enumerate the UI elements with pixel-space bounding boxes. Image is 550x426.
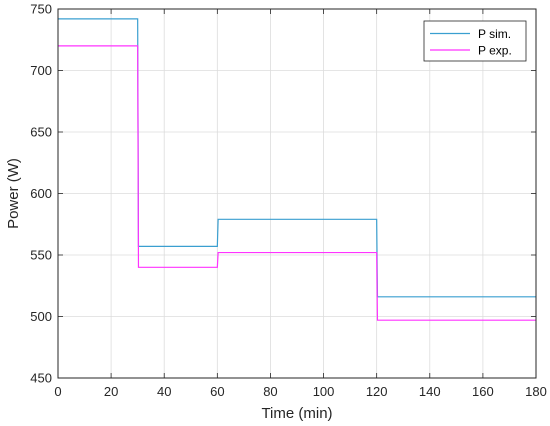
x-tick-label: 40 xyxy=(157,384,171,399)
x-tick-label: 120 xyxy=(366,384,388,399)
y-tick-label: 650 xyxy=(30,125,52,140)
y-axis-label: Power (W) xyxy=(5,158,22,229)
x-tick-label: 20 xyxy=(104,384,118,399)
y-tick-label: 450 xyxy=(30,371,52,386)
legend: P sim. P exp. xyxy=(423,20,527,62)
legend-box xyxy=(423,20,527,62)
x-tick-label: 140 xyxy=(419,384,441,399)
series-line-p-exp xyxy=(58,45,536,321)
x-tick-label: 180 xyxy=(525,384,547,399)
series-layer xyxy=(58,18,536,321)
y-tick-label: 700 xyxy=(30,63,52,78)
x-tick-label: 0 xyxy=(54,384,61,399)
y-tick-label: 600 xyxy=(30,186,52,201)
x-axis-label: Time (min) xyxy=(261,405,332,422)
x-tick-label: 100 xyxy=(313,384,335,399)
y-tick-label: 550 xyxy=(30,248,52,263)
x-tick-label: 60 xyxy=(210,384,224,399)
legend-label-p-sim: P sim. xyxy=(478,27,511,41)
x-tick-label: 160 xyxy=(472,384,494,399)
tick-layer: 0 20 40 60 80 100 120 140 160 180 450 500 550 600 650 7… xyxy=(30,2,547,400)
x-tick-label: 80 xyxy=(263,384,277,399)
grid xyxy=(58,9,536,378)
y-tick-label: 500 xyxy=(30,309,52,324)
legend-label-p-exp: P exp. xyxy=(478,44,512,58)
y-tick-label: 750 xyxy=(30,2,52,17)
